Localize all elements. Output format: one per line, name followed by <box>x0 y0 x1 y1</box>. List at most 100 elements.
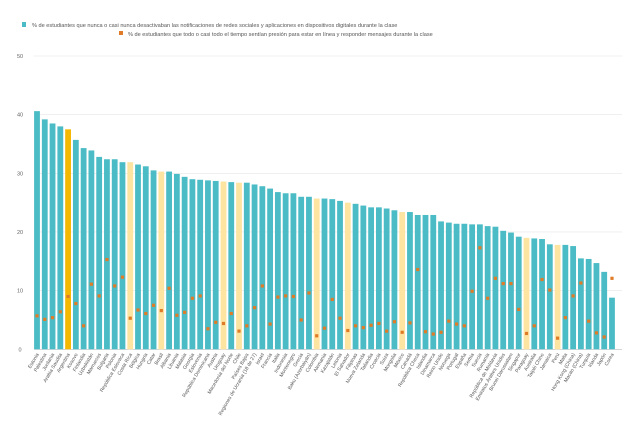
marker <box>190 296 194 300</box>
marker <box>555 336 560 340</box>
bar <box>274 192 281 350</box>
marker <box>330 297 334 302</box>
bar <box>554 244 561 350</box>
bar <box>593 263 600 350</box>
marker <box>353 324 358 328</box>
x-tick-label: Israel <box>255 352 266 366</box>
marker <box>377 321 381 326</box>
bar <box>259 186 266 350</box>
y-tick-label: 0 <box>18 347 21 353</box>
marker <box>346 328 350 333</box>
bar <box>585 258 592 350</box>
marker <box>43 317 47 321</box>
bar <box>546 244 553 350</box>
bar <box>570 246 577 350</box>
marker <box>66 294 70 299</box>
marker <box>97 294 101 298</box>
bar <box>142 166 149 350</box>
marker <box>229 311 233 316</box>
bar <box>484 226 491 350</box>
legend-label-bars: % de estudiantes que nunca o casi nunca … <box>32 23 397 29</box>
marker <box>524 331 529 336</box>
marker <box>493 276 498 280</box>
bar <box>220 181 227 350</box>
bar <box>306 196 312 350</box>
marker <box>214 320 218 324</box>
marker <box>159 308 163 313</box>
bar <box>360 205 367 350</box>
bar <box>438 221 444 350</box>
marker <box>198 294 202 298</box>
bar <box>251 184 258 350</box>
marker <box>385 329 389 333</box>
marker <box>82 324 86 328</box>
bar <box>508 232 514 350</box>
marker <box>58 310 62 314</box>
marker <box>408 321 412 325</box>
marker <box>439 330 443 334</box>
bar <box>49 123 56 350</box>
marker <box>252 306 257 310</box>
bar <box>65 129 71 350</box>
bar <box>422 214 429 350</box>
marker <box>462 324 466 328</box>
bar <box>166 171 172 350</box>
marker <box>113 284 117 288</box>
marker <box>167 286 171 290</box>
y-tick-label: 10 <box>17 289 23 295</box>
legend: % de estudiantes que nunca o casi nunca … <box>22 22 433 38</box>
marker <box>540 277 544 282</box>
marker <box>206 327 210 331</box>
marker <box>447 319 451 323</box>
marker <box>587 319 591 323</box>
x-tick-label: Chile <box>232 352 243 365</box>
marker <box>105 257 109 262</box>
legend-label-markers: % de estudiantes que todo o casi todo el… <box>128 32 433 38</box>
bar <box>189 179 196 350</box>
marker <box>423 330 428 334</box>
marker <box>400 330 404 334</box>
bar <box>375 207 382 350</box>
marker <box>322 326 327 330</box>
marker <box>602 335 606 339</box>
marker <box>594 331 599 335</box>
bar <box>135 164 141 350</box>
bar <box>282 193 289 350</box>
bar <box>127 162 134 350</box>
marker <box>478 246 482 250</box>
bar <box>461 223 468 350</box>
bar <box>243 182 250 350</box>
marker <box>74 301 78 306</box>
bar <box>119 162 126 350</box>
bar <box>469 224 476 350</box>
bar <box>321 198 328 350</box>
marker <box>501 282 505 286</box>
bar <box>267 188 273 350</box>
bar <box>80 148 87 350</box>
x-tick-label: Brasil <box>154 352 165 366</box>
bar <box>104 159 110 350</box>
marker <box>35 314 39 318</box>
bar <box>88 150 95 350</box>
bar <box>57 126 64 350</box>
marker <box>532 324 536 328</box>
bar <box>205 180 211 350</box>
bar <box>337 200 343 350</box>
bar <box>212 180 219 350</box>
bar <box>173 173 180 350</box>
marker <box>237 329 241 333</box>
bar <box>562 244 569 350</box>
bar <box>236 182 242 350</box>
marker <box>89 282 93 286</box>
marker <box>291 294 296 299</box>
bar <box>181 176 188 350</box>
bar <box>539 239 545 350</box>
marker <box>315 334 319 338</box>
bar <box>383 208 390 350</box>
marker <box>431 332 435 336</box>
bar <box>414 214 421 350</box>
marker <box>509 282 513 286</box>
marker <box>120 275 125 279</box>
bar <box>500 230 507 350</box>
